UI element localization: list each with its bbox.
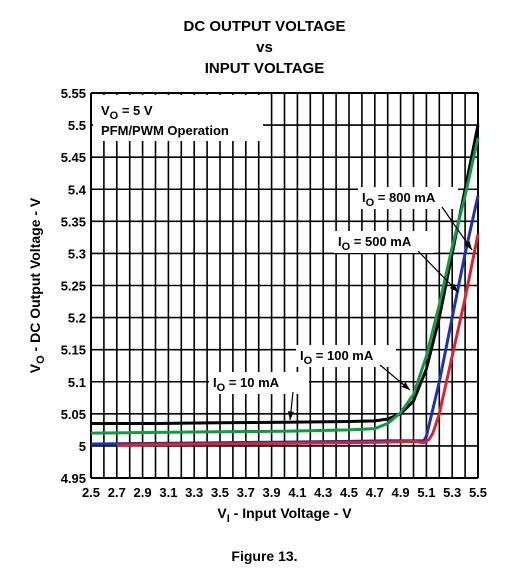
- x-tick-label: 5.5: [469, 485, 487, 500]
- grid: [90, 92, 479, 479]
- x-axis-label: VI - Input Voltage - V: [217, 505, 352, 525]
- y-tick-label: 5.35: [61, 214, 86, 229]
- y-tick-label: 5.2: [68, 311, 86, 326]
- data-series: [90, 124, 480, 447]
- y-tick-label: 5.55: [61, 86, 86, 101]
- annotation-arrow-head: [449, 283, 458, 292]
- y-tick-label: 4.95: [61, 471, 86, 486]
- chart-title-line-2: vs: [256, 39, 273, 56]
- x-tick-label: 2.7: [108, 485, 126, 500]
- y-tick-label: 5.5: [68, 118, 86, 133]
- y-tick-label: 5.3: [68, 246, 86, 261]
- y-tick-label: 5.15: [61, 343, 86, 358]
- annotation-arrow-head: [287, 411, 294, 420]
- x-tick-label: 4.7: [366, 485, 384, 500]
- tick-labels: 2.5 2.7 2.9 3.1 3.3 3.5 3.7 3.9 4.1 4.3 4.5 4.7 4.9 5…: [61, 86, 487, 500]
- x-tick-label: 4.3: [314, 485, 332, 500]
- x-tick-label: 2.5: [82, 485, 100, 500]
- y-tick-label: 5.45: [61, 150, 86, 165]
- series-line-1: [90, 137, 480, 435]
- annotation-background: [296, 345, 396, 367]
- x-tick-label: 3.3: [185, 485, 203, 500]
- annotation-background: [358, 187, 458, 209]
- series-line-3: [116, 233, 480, 447]
- x-tick-label: 3.1: [159, 485, 177, 500]
- annotation-label: IO = 100 mA: [300, 348, 374, 367]
- x-tick-label: 3.9: [263, 485, 281, 500]
- annotation-label: IO = 800 mA: [362, 190, 436, 209]
- x-tick-label: 5.3: [443, 485, 461, 500]
- annotation-arrow-line: [441, 206, 473, 251]
- note-mode: PFM/PWM Operation: [101, 123, 229, 138]
- annotation-label: IO = 10 mA: [213, 375, 280, 394]
- y-tick-label: 5: [79, 439, 86, 454]
- notes-background: [93, 95, 263, 141]
- x-tick-label: 4.5: [340, 485, 358, 500]
- annotation-arrow-line: [417, 250, 459, 293]
- annotation-background: [209, 372, 309, 394]
- chart-title-line-3: INPUT VOLTAGE: [204, 60, 325, 77]
- figure-caption: Figure 13.: [231, 548, 298, 564]
- annotations: IO = 800 mA IO = 500 mA IO = 100 mA IO = 10…: [209, 187, 473, 421]
- note-vo: VO = 5 V: [101, 103, 153, 122]
- annotation-label: IO = 500 mA: [338, 234, 412, 253]
- x-tick-label: 4.1: [288, 485, 306, 500]
- axis-labels: VI - Input Voltage - V VO - DC Output Vol…: [27, 197, 352, 525]
- x-tick-label: 2.9: [134, 485, 152, 500]
- annotation-arrow-head: [464, 241, 472, 250]
- x-tick-label: 3.7: [237, 485, 255, 500]
- y-tick-label: 5.1: [68, 375, 86, 390]
- annotation-arrow-head: [401, 382, 410, 390]
- x-tick-label: 4.9: [392, 485, 410, 500]
- annotation-background: [334, 231, 434, 253]
- y-tick-label: 5.4: [68, 182, 87, 197]
- x-tick-label: 5.1: [417, 485, 435, 500]
- chart-title-line-1: DC OUTPUT VOLTAGE: [183, 18, 346, 35]
- y-axis-label: VO - DC Output Voltage - V: [27, 197, 47, 373]
- x-tick-label: 3.5: [211, 485, 229, 500]
- y-tick-label: 5.05: [61, 407, 86, 422]
- y-tick-label: 5.25: [61, 279, 86, 294]
